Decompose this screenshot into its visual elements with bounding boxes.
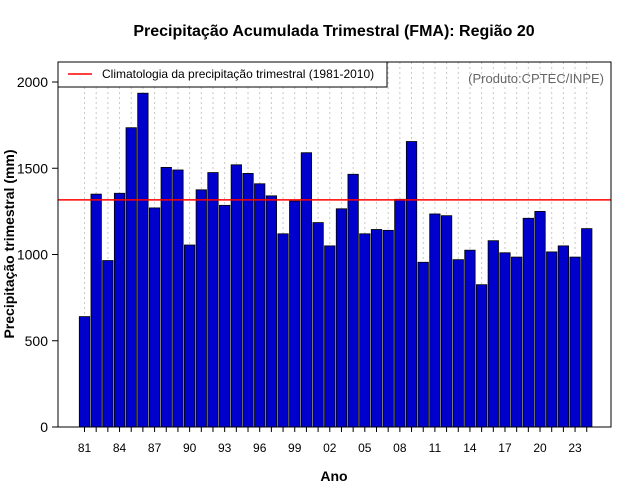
bar-1995 [242, 173, 254, 428]
bar-1991 [195, 189, 207, 428]
bar-2008 [394, 198, 406, 428]
bar-2009 [405, 141, 418, 428]
x-tick-label: 20 [533, 441, 547, 455]
bar-1999 [289, 200, 301, 428]
x-tick-label: 11 [429, 441, 442, 455]
bar-2003 [335, 208, 348, 428]
x-tick-label: 02 [323, 441, 337, 455]
bar-2015 [476, 284, 488, 428]
bar-2016 [487, 240, 499, 428]
bar-1998 [277, 233, 289, 428]
bar-2005 [359, 233, 371, 428]
bar-1983 [102, 260, 114, 428]
x-tick-label: 23 [568, 441, 582, 455]
bar-2013 [452, 259, 464, 428]
bar-2006 [370, 229, 383, 428]
bar-2024 [581, 228, 593, 428]
bar-2021 [546, 251, 558, 428]
y-axis-title: Precipitação trimestral (mm) [1, 149, 17, 338]
bar-2012 [440, 215, 453, 428]
x-tick-label: 08 [393, 441, 407, 455]
legend: Climatologia da precipitação trimestral … [57, 61, 388, 88]
x-tick-label: 99 [288, 441, 302, 455]
y-tick-label: 0 [40, 419, 48, 435]
x-tick-label: 96 [253, 441, 267, 455]
bar-1981 [78, 316, 91, 428]
grid-lines [84, 62, 588, 427]
bar-1988 [160, 166, 172, 428]
bar-2020 [534, 210, 546, 428]
bar-2002 [324, 245, 336, 428]
x-axis-title: Ano [320, 468, 347, 484]
legend-box [57, 61, 388, 88]
bar-2007 [382, 229, 394, 428]
bar-1982 [90, 193, 102, 428]
bar-2022 [557, 245, 569, 428]
x-tick-label: 17 [498, 441, 512, 455]
x-tick-label: 05 [358, 441, 372, 455]
bar-1993 [219, 204, 231, 428]
y-axis: 0 500 1000 1500 2000 [17, 74, 58, 435]
y-tick-label: 1500 [17, 160, 48, 176]
bar-2017 [499, 252, 511, 428]
x-tick-label: 14 [463, 441, 477, 455]
bar-1989 [172, 169, 184, 428]
bars-group [78, 92, 593, 428]
x-axis: 81 84 87 90 93 96 99 02 05 08 11 14 17 20 23 [78, 427, 588, 455]
x-tick-label: 93 [218, 441, 232, 455]
y-tick-label: 1000 [17, 247, 48, 263]
bar-2014 [464, 249, 476, 428]
bar-1994 [230, 164, 242, 428]
x-tick-label: 84 [113, 441, 127, 455]
legend-label: Climatologia da precipitação trimestral … [102, 67, 374, 81]
bar-1990 [184, 244, 196, 428]
bar-1985 [125, 127, 137, 428]
bar-1997 [265, 195, 277, 428]
chart-title: Precipitação Acumulada Trimestral (FMA):… [133, 23, 534, 40]
bar-1996 [254, 183, 266, 428]
bar-2019 [522, 217, 534, 428]
bar-2018 [511, 256, 523, 428]
credit-label: (Produto:CPTEC/INPE) [468, 71, 604, 86]
y-tick-label: 500 [25, 333, 49, 349]
bar-2004 [347, 173, 359, 428]
bar-2011 [429, 213, 441, 428]
x-tick-label: 81 [78, 441, 92, 455]
bar-1986 [137, 92, 149, 428]
bar-2010 [417, 261, 429, 428]
y-tick-label: 2000 [17, 74, 48, 90]
bar-1987 [148, 207, 161, 428]
x-tick-label: 87 [148, 441, 162, 455]
bar-2000 [300, 152, 313, 428]
bar-2001 [312, 222, 324, 428]
x-tick-label: 90 [183, 441, 197, 455]
bar-1992 [207, 172, 219, 428]
bar-1984 [113, 192, 126, 428]
bar-2023 [569, 256, 581, 428]
